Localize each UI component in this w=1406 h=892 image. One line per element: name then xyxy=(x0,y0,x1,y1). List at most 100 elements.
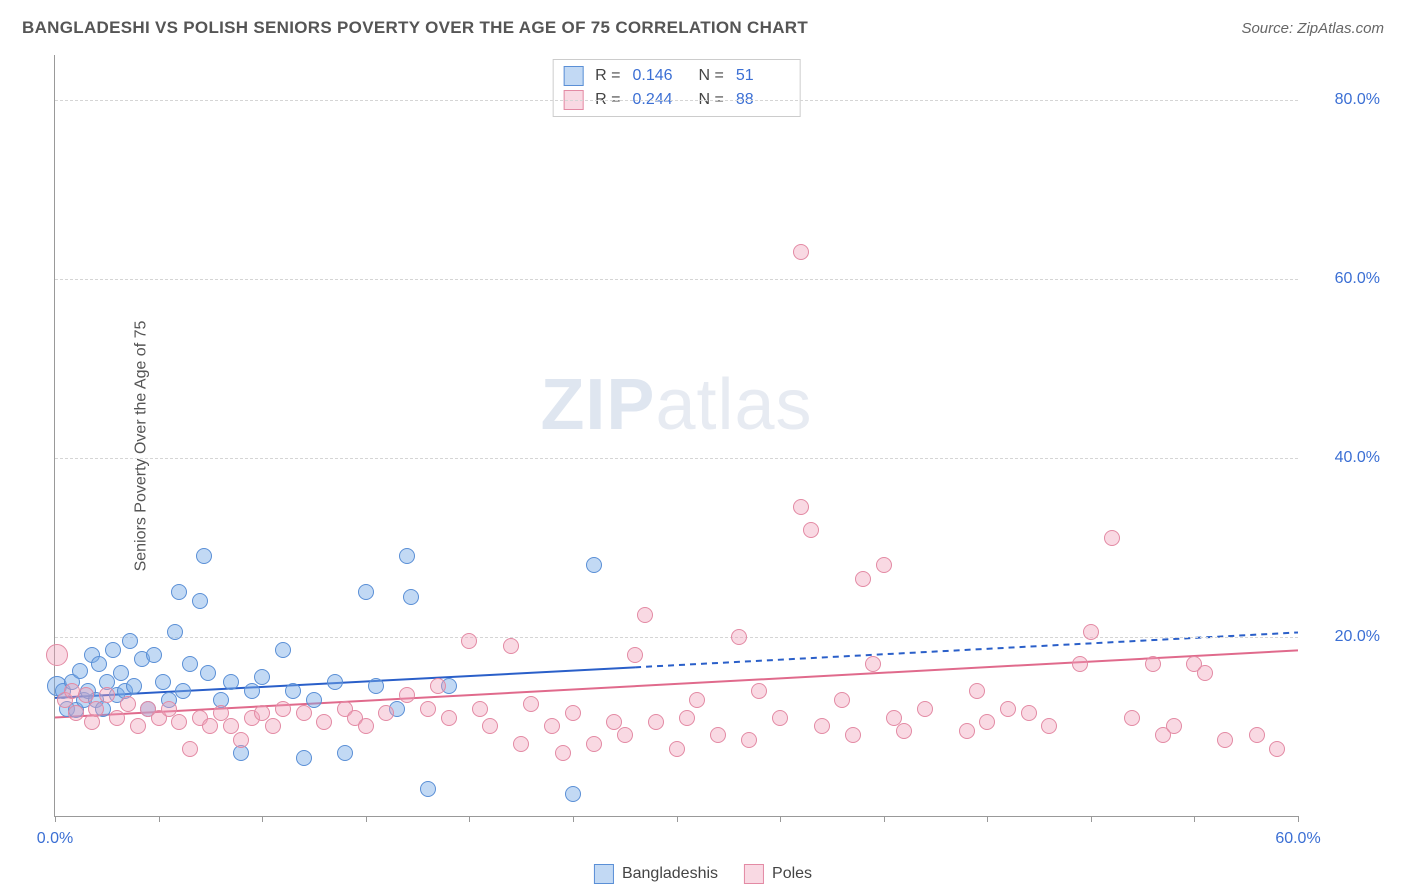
data-point xyxy=(689,692,705,708)
data-point xyxy=(876,557,892,573)
data-point xyxy=(91,656,107,672)
xtick xyxy=(1091,816,1092,822)
data-point xyxy=(1124,710,1140,726)
data-point xyxy=(244,683,260,699)
data-point xyxy=(565,705,581,721)
data-point xyxy=(275,701,291,717)
data-point xyxy=(306,692,322,708)
data-point xyxy=(399,687,415,703)
data-point xyxy=(368,678,384,694)
data-point xyxy=(120,696,136,712)
legend-stats-box: R = 0.146 N = 51 R = 0.244 N = 88 xyxy=(552,59,801,117)
data-point xyxy=(1145,656,1161,672)
legend-swatch xyxy=(744,864,764,884)
ytick-label: 60.0% xyxy=(1335,270,1380,288)
data-point xyxy=(513,736,529,752)
data-point xyxy=(223,674,239,690)
data-point xyxy=(68,705,84,721)
data-point xyxy=(46,644,68,666)
data-point xyxy=(109,710,125,726)
legend-bottom: Bangladeshis Poles xyxy=(594,864,812,884)
data-point xyxy=(482,718,498,734)
data-point xyxy=(845,727,861,743)
stat-n-value: 51 xyxy=(736,67,790,85)
data-point xyxy=(399,548,415,564)
data-point xyxy=(793,499,809,515)
data-point xyxy=(731,629,747,645)
data-point xyxy=(637,607,653,623)
plot-region: ZIPatlas R = 0.146 N = 51 R = 0.244 N = … xyxy=(54,55,1298,817)
data-point xyxy=(430,678,446,694)
data-point xyxy=(441,710,457,726)
data-point xyxy=(167,624,183,640)
data-point xyxy=(182,656,198,672)
data-point xyxy=(130,718,146,734)
data-point xyxy=(196,548,212,564)
xtick xyxy=(1194,816,1195,822)
data-point xyxy=(896,723,912,739)
gridline xyxy=(55,100,1298,101)
data-point xyxy=(265,718,281,734)
data-point xyxy=(710,727,726,743)
data-point xyxy=(1083,624,1099,640)
data-point xyxy=(959,723,975,739)
xtick xyxy=(1298,816,1299,822)
ytick-label: 20.0% xyxy=(1335,628,1380,646)
xtick xyxy=(262,816,263,822)
gridline xyxy=(55,279,1298,280)
data-point xyxy=(1217,732,1233,748)
ytick-label: 40.0% xyxy=(1335,449,1380,467)
xtick xyxy=(469,816,470,822)
data-point xyxy=(1104,530,1120,546)
data-point xyxy=(855,571,871,587)
data-point xyxy=(296,750,312,766)
legend-swatch xyxy=(563,66,583,86)
data-point xyxy=(523,696,539,712)
data-point xyxy=(627,647,643,663)
xtick xyxy=(573,816,574,822)
data-point xyxy=(105,642,121,658)
gridline xyxy=(55,458,1298,459)
data-point xyxy=(979,714,995,730)
data-point xyxy=(126,678,142,694)
data-point xyxy=(772,710,788,726)
gridline xyxy=(55,637,1298,638)
data-point xyxy=(793,244,809,260)
data-point xyxy=(296,705,312,721)
data-point xyxy=(1021,705,1037,721)
source-label: Source: ZipAtlas.com xyxy=(1241,20,1384,37)
data-point xyxy=(917,701,933,717)
data-point xyxy=(182,741,198,757)
data-point xyxy=(254,669,270,685)
chart-title: BANGLADESHI VS POLISH SENIORS POVERTY OV… xyxy=(22,18,808,38)
data-point xyxy=(751,683,767,699)
stat-r-value: 0.146 xyxy=(633,67,687,85)
data-point xyxy=(202,718,218,734)
data-point xyxy=(88,701,104,717)
data-point xyxy=(72,663,88,679)
data-point xyxy=(586,736,602,752)
data-point xyxy=(1041,718,1057,734)
data-point xyxy=(113,665,129,681)
data-point xyxy=(669,741,685,757)
xtick xyxy=(677,816,678,822)
data-point xyxy=(565,786,581,802)
data-point xyxy=(99,687,115,703)
legend-item: Poles xyxy=(744,864,812,884)
data-point xyxy=(327,674,343,690)
xtick-label: 60.0% xyxy=(1275,830,1320,848)
trendlines-layer xyxy=(55,55,1298,816)
data-point xyxy=(122,633,138,649)
data-point xyxy=(175,683,191,699)
chart-area: Seniors Poverty Over the Age of 75 ZIPat… xyxy=(48,55,1388,837)
data-point xyxy=(155,674,171,690)
xtick xyxy=(987,816,988,822)
data-point xyxy=(171,714,187,730)
data-point xyxy=(865,656,881,672)
xtick xyxy=(159,816,160,822)
stat-r-label: R = xyxy=(595,67,620,85)
data-point xyxy=(337,745,353,761)
data-point xyxy=(503,638,519,654)
data-point xyxy=(586,557,602,573)
data-point xyxy=(146,647,162,663)
